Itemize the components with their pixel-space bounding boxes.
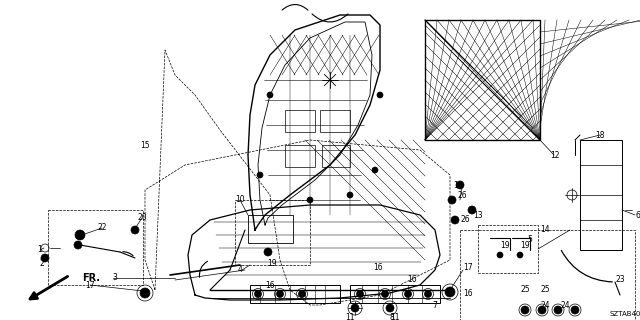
Circle shape: [468, 206, 476, 214]
Text: 19: 19: [520, 241, 530, 250]
Circle shape: [347, 192, 353, 198]
Circle shape: [521, 306, 529, 314]
Circle shape: [298, 291, 305, 298]
Text: 22: 22: [97, 223, 107, 233]
Bar: [478, 225, 538, 273]
Bar: [235, 200, 310, 265]
Text: 24: 24: [560, 300, 570, 309]
Text: SZTAB4020: SZTAB4020: [610, 311, 640, 317]
Bar: [250, 285, 340, 303]
Text: 2: 2: [40, 259, 44, 268]
Bar: [285, 110, 315, 132]
Text: 3: 3: [113, 274, 117, 283]
Text: 16: 16: [373, 263, 383, 273]
Circle shape: [276, 291, 284, 298]
Bar: [320, 110, 350, 132]
Text: 23: 23: [615, 276, 625, 284]
Text: 13: 13: [473, 211, 483, 220]
Circle shape: [372, 167, 378, 173]
Bar: [425, 20, 540, 140]
Bar: [580, 140, 622, 250]
Text: 4: 4: [237, 266, 243, 275]
Text: 10: 10: [235, 196, 245, 204]
Circle shape: [538, 306, 546, 314]
Circle shape: [386, 304, 394, 312]
Text: 17: 17: [85, 281, 95, 290]
Text: 16: 16: [463, 289, 473, 298]
Circle shape: [356, 291, 364, 298]
Text: 26: 26: [460, 215, 470, 225]
Bar: [425, 20, 540, 140]
Text: 5: 5: [527, 236, 532, 244]
Circle shape: [257, 172, 263, 178]
Circle shape: [571, 306, 579, 314]
Circle shape: [41, 254, 49, 262]
Circle shape: [255, 291, 262, 298]
Text: 11: 11: [345, 313, 355, 320]
Circle shape: [424, 291, 431, 298]
Text: 24: 24: [540, 300, 550, 309]
Circle shape: [131, 226, 139, 234]
Circle shape: [554, 306, 562, 314]
Circle shape: [140, 288, 150, 298]
Bar: [350, 285, 440, 303]
Text: 25: 25: [520, 285, 530, 294]
Circle shape: [497, 252, 503, 258]
Bar: [248, 215, 293, 243]
Text: 20: 20: [137, 213, 147, 222]
Text: 7: 7: [433, 300, 437, 309]
Text: 11: 11: [390, 313, 400, 320]
Text: 16: 16: [407, 276, 417, 284]
Text: 18: 18: [595, 131, 605, 140]
Bar: [460, 230, 635, 320]
Text: 13: 13: [453, 180, 463, 189]
Bar: [285, 145, 315, 167]
Circle shape: [448, 196, 456, 204]
Text: 12: 12: [550, 150, 560, 159]
Circle shape: [351, 304, 359, 312]
Text: 16: 16: [265, 281, 275, 290]
Circle shape: [377, 92, 383, 98]
Circle shape: [267, 92, 273, 98]
Circle shape: [74, 241, 82, 249]
Text: 19: 19: [267, 259, 277, 268]
Circle shape: [381, 291, 388, 298]
Text: 6: 6: [636, 211, 640, 220]
Bar: [48, 210, 143, 285]
Text: 25: 25: [540, 285, 550, 294]
Circle shape: [517, 252, 523, 258]
Circle shape: [451, 216, 459, 224]
Circle shape: [307, 197, 313, 203]
Text: 26: 26: [457, 190, 467, 199]
Text: 8: 8: [390, 314, 394, 320]
Circle shape: [75, 230, 85, 240]
Circle shape: [264, 248, 272, 256]
Circle shape: [445, 287, 455, 297]
Text: 14: 14: [540, 226, 550, 235]
Text: 15: 15: [140, 140, 150, 149]
Text: FR.: FR.: [82, 273, 100, 283]
Text: 17: 17: [463, 263, 473, 273]
Circle shape: [456, 181, 464, 189]
Circle shape: [404, 291, 412, 298]
Bar: [322, 145, 350, 167]
Text: 1: 1: [38, 245, 42, 254]
Text: 19: 19: [500, 241, 510, 250]
